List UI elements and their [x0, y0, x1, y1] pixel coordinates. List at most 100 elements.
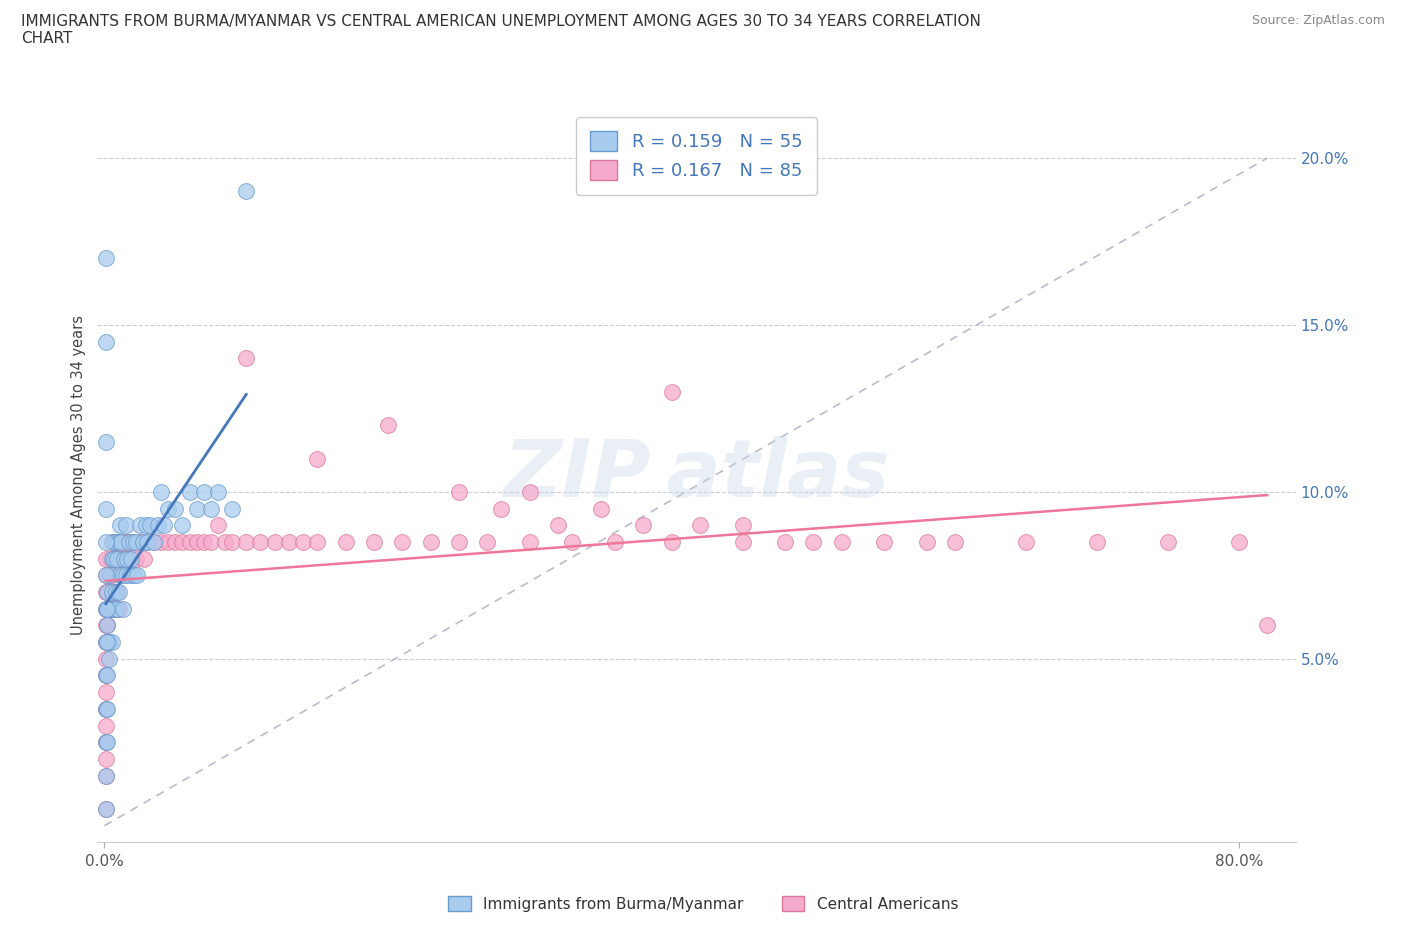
Point [235, 184, 257, 199]
Point [107, 535, 129, 550]
Point [101, 551, 124, 566]
Point [94, 634, 117, 649]
Point [104, 585, 127, 600]
Point [122, 568, 145, 583]
Point [235, 535, 257, 550]
Point [661, 535, 683, 550]
Point [731, 535, 754, 550]
Point [125, 568, 148, 583]
Point [235, 351, 257, 365]
Point [165, 535, 187, 550]
Point [100, 568, 122, 583]
Point [363, 535, 385, 550]
Point [101, 535, 124, 550]
Point [661, 384, 683, 399]
Point [589, 501, 612, 516]
Point [193, 485, 215, 499]
Point [111, 602, 134, 617]
Point [150, 535, 173, 550]
Point [153, 518, 176, 533]
Point [112, 551, 135, 566]
Point [107, 551, 129, 566]
Point [519, 535, 541, 550]
Point [172, 518, 194, 533]
Point [132, 535, 155, 550]
Point [157, 501, 180, 516]
Point [105, 551, 128, 566]
Point [105, 602, 128, 617]
Point [831, 535, 853, 550]
Point [207, 518, 229, 533]
Text: ZIP atlas: ZIP atlas [503, 436, 890, 514]
Point [249, 535, 271, 550]
Point [94, 551, 117, 566]
Point [101, 602, 124, 617]
Point [263, 535, 285, 550]
Point [157, 535, 180, 550]
Point [108, 535, 131, 550]
Point [115, 551, 138, 566]
Point [143, 535, 166, 550]
Point [103, 602, 125, 617]
Point [94, 768, 117, 783]
Point [117, 535, 139, 550]
Point [111, 535, 134, 550]
Point [117, 535, 139, 550]
Point [148, 518, 170, 533]
Point [1256, 618, 1278, 632]
Legend: Immigrants from Burma/Myanmar, Central Americans: Immigrants from Burma/Myanmar, Central A… [441, 889, 965, 918]
Point [96, 701, 118, 716]
Point [128, 518, 150, 533]
Text: IMMIGRANTS FROM BURMA/MYANMAR VS CENTRAL AMERICAN UNEMPLOYMENT AMONG AGES 30 TO : IMMIGRANTS FROM BURMA/MYANMAR VS CENTRAL… [21, 14, 981, 46]
Point [179, 535, 201, 550]
Point [103, 535, 125, 550]
Point [105, 585, 128, 600]
Point [94, 701, 117, 716]
Point [96, 618, 118, 632]
Point [307, 535, 329, 550]
Point [101, 602, 124, 617]
Point [200, 501, 222, 516]
Point [135, 518, 157, 533]
Point [112, 551, 135, 566]
Point [477, 535, 499, 550]
Point [943, 535, 966, 550]
Point [98, 602, 121, 617]
Point [98, 568, 121, 583]
Point [94, 718, 117, 733]
Point [94, 768, 117, 783]
Point [96, 585, 118, 600]
Point [547, 518, 569, 533]
Point [97, 568, 120, 583]
Point [104, 551, 127, 566]
Point [104, 602, 127, 617]
Point [94, 501, 117, 516]
Point [107, 585, 129, 600]
Point [1085, 535, 1108, 550]
Point [277, 535, 299, 550]
Point [94, 802, 117, 817]
Legend: R = 0.159   N = 55, R = 0.167   N = 85: R = 0.159 N = 55, R = 0.167 N = 85 [576, 117, 817, 194]
Point [150, 485, 173, 499]
Point [108, 568, 131, 583]
Point [114, 535, 136, 550]
Point [97, 602, 120, 617]
Point [94, 618, 117, 632]
Point [118, 551, 141, 566]
Point [193, 535, 215, 550]
Point [377, 418, 399, 432]
Point [214, 535, 236, 550]
Point [200, 535, 222, 550]
Point [96, 602, 118, 617]
Point [207, 485, 229, 499]
Point [103, 551, 125, 566]
Point [96, 602, 118, 617]
Point [121, 535, 143, 550]
Point [773, 535, 796, 550]
Point [186, 535, 208, 550]
Point [172, 535, 194, 550]
Point [94, 668, 117, 683]
Point [335, 535, 357, 550]
Point [94, 568, 117, 583]
Point [221, 535, 243, 550]
